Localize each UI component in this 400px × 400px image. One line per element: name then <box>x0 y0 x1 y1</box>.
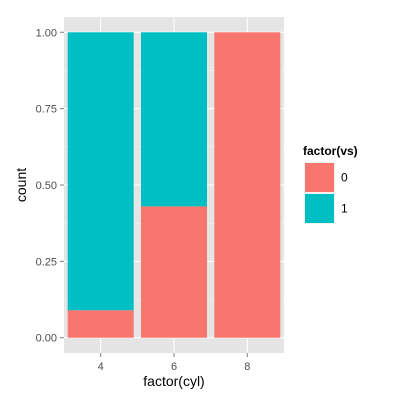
legend-swatch <box>305 163 334 192</box>
legend-label: 1 <box>341 202 348 216</box>
bar-segment <box>67 310 134 338</box>
legend: factor(vs) 0 1 <box>303 144 358 224</box>
y-tick-label: 0.25 <box>36 256 57 268</box>
bar-segment <box>214 32 281 338</box>
bar-segment <box>141 32 207 207</box>
legend-swatch <box>305 194 334 223</box>
x-tick-label: 6 <box>171 361 177 373</box>
y-tick-label: 0.75 <box>36 104 57 116</box>
x-axis-ticks: 4 6 8 <box>98 353 250 373</box>
legend-title: factor(vs) <box>303 144 358 158</box>
y-axis-ticks: 0.00 0.25 0.50 0.75 1.00 <box>36 27 64 345</box>
bars <box>67 32 281 338</box>
y-tick-label: 1.00 <box>36 27 57 39</box>
y-axis-label: count <box>13 168 29 202</box>
x-tick-label: 4 <box>98 361 104 373</box>
x-tick-label: 8 <box>244 361 250 373</box>
y-tick-label: 0.50 <box>36 180 57 192</box>
x-axis-label: factor(cyl) <box>143 373 204 389</box>
bar-segment <box>141 206 207 338</box>
legend-label: 0 <box>341 171 348 185</box>
bar-segment <box>67 32 134 311</box>
y-tick-label: 0.00 <box>36 333 57 345</box>
